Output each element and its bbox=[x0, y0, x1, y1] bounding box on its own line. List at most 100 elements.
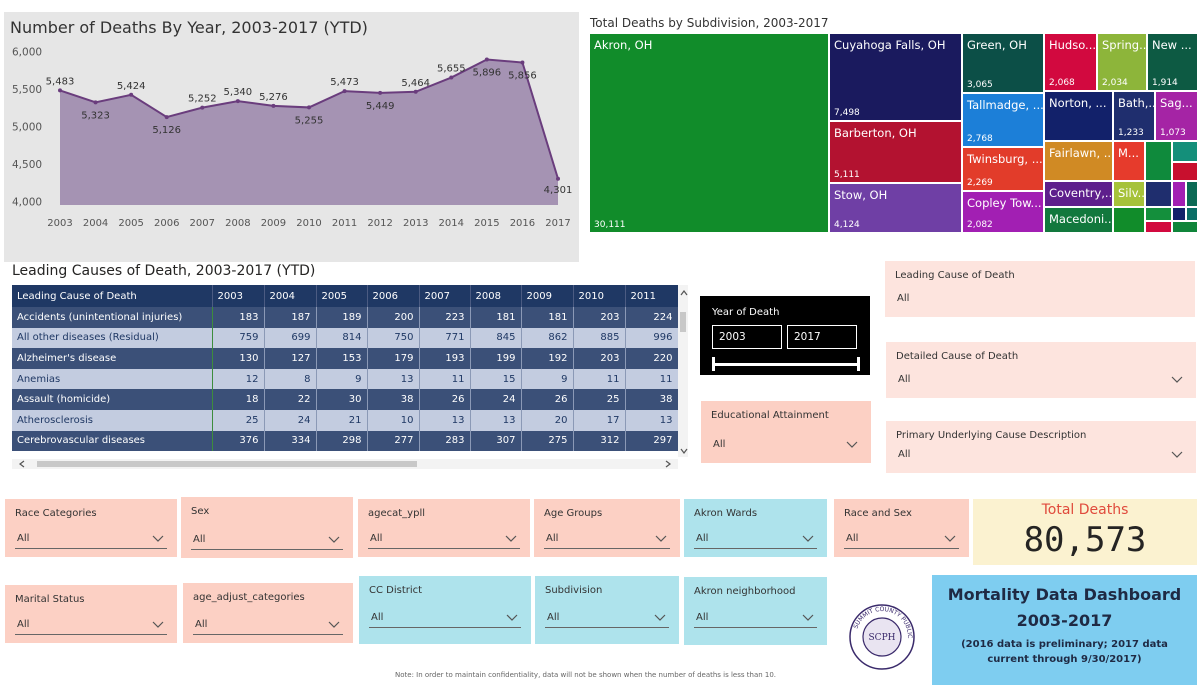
data-point[interactable] bbox=[413, 89, 418, 94]
vertical-scrollbar[interactable] bbox=[678, 285, 688, 457]
treemap-cell[interactable]: Norton, ... bbox=[1045, 92, 1112, 140]
primary-underlying-cause-dropdown[interactable]: All bbox=[896, 447, 1186, 465]
marital-status-slicer[interactable]: Marital Status All bbox=[5, 585, 177, 643]
column-header-year[interactable]: 2003 bbox=[212, 285, 265, 307]
age-adjust-categories-dropdown[interactable]: All bbox=[193, 617, 343, 635]
table-row[interactable]: Atherosclerosis 25 24 21 10 13 13 20 17 13 bbox=[12, 409, 679, 431]
treemap-cell[interactable]: Akron, OH 30,111 bbox=[590, 34, 828, 232]
treemap-cell[interactable]: Twinsburg, ... 2,269 bbox=[963, 148, 1043, 190]
treemap-cell[interactable]: New ... 1,914 bbox=[1148, 34, 1197, 90]
treemap-cell[interactable] bbox=[1146, 208, 1171, 220]
treemap-cell[interactable]: Fairlawn, ... bbox=[1045, 142, 1112, 180]
race-categories-dropdown[interactable]: All bbox=[15, 531, 167, 549]
treemap-cell[interactable]: Cuyahoga Falls, OH 7,498 bbox=[830, 34, 961, 120]
column-header-year[interactable]: 2008 bbox=[470, 285, 522, 307]
treemap-cell[interactable] bbox=[1173, 222, 1197, 232]
treemap-cell[interactable]: Hudso... 2,068 bbox=[1045, 34, 1096, 90]
treemap-cell[interactable] bbox=[1173, 142, 1197, 161]
column-header-year[interactable]: 2011 bbox=[625, 285, 679, 307]
treemap-cell[interactable] bbox=[1187, 208, 1197, 220]
treemap-cell[interactable] bbox=[1173, 182, 1185, 206]
data-point[interactable] bbox=[342, 89, 347, 94]
treemap-cell[interactable] bbox=[1173, 208, 1185, 220]
treemap-cell[interactable]: Coventry,... bbox=[1045, 182, 1112, 206]
akron-neighborhood-slicer[interactable]: Akron neighborhood All bbox=[684, 577, 827, 645]
data-point[interactable] bbox=[58, 88, 62, 93]
subdivision-dropdown[interactable]: All bbox=[545, 610, 669, 628]
data-point[interactable] bbox=[378, 90, 383, 95]
treemap-cell[interactable]: Tallmadge, ... 2,768 bbox=[963, 94, 1043, 146]
deaths-by-year-chart[interactable]: 6,000 5,500 5,000 4,500 4,000 5,483 2003 5,323 2… bbox=[0, 0, 590, 270]
treemap-cell[interactable] bbox=[1146, 222, 1171, 232]
sex-slicer[interactable]: Sex All bbox=[181, 497, 353, 558]
detailed-cause-dropdown[interactable]: All bbox=[896, 372, 1186, 390]
year-end-input[interactable]: 2017 bbox=[787, 325, 857, 349]
chevron-left-icon[interactable] bbox=[18, 460, 26, 468]
data-point[interactable] bbox=[93, 100, 98, 105]
akron-wards-dropdown[interactable]: All bbox=[694, 531, 817, 549]
age-adjust-categories-slicer[interactable]: age_adjust_categories All bbox=[183, 583, 353, 643]
year-of-death-slicer[interactable]: Year of Death 2003 2017 bbox=[700, 296, 870, 375]
treemap-cell[interactable]: Stow, OH 4,124 bbox=[830, 184, 961, 232]
race-categories-slicer[interactable]: Race Categories All bbox=[5, 499, 177, 557]
treemap-cell[interactable]: Spring... 2,034 bbox=[1098, 34, 1146, 90]
data-point[interactable] bbox=[449, 75, 454, 80]
subdivision-treemap[interactable]: Akron, OH 30,111 Cuyahoga Falls, OH 7,498 Ba… bbox=[590, 34, 1197, 232]
data-point[interactable] bbox=[271, 103, 276, 108]
data-point[interactable] bbox=[520, 60, 525, 65]
column-header-year[interactable]: 2006 bbox=[367, 285, 420, 307]
column-header-year[interactable]: 2007 bbox=[419, 285, 471, 307]
data-point[interactable] bbox=[200, 105, 205, 110]
treemap-cell[interactable]: Silv... bbox=[1114, 182, 1144, 206]
column-header-cause[interactable]: Leading Cause of Death bbox=[12, 285, 213, 307]
data-point[interactable] bbox=[129, 92, 134, 97]
treemap-cell[interactable] bbox=[1146, 142, 1171, 180]
chevron-up-icon[interactable] bbox=[680, 289, 688, 297]
data-point[interactable] bbox=[235, 99, 240, 104]
column-header-year[interactable]: 2009 bbox=[521, 285, 574, 307]
leading-cause-slicer[interactable]: Leading Cause of Death All bbox=[885, 261, 1195, 317]
educational-attainment-dropdown[interactable]: All bbox=[711, 437, 861, 455]
year-slider-track[interactable] bbox=[713, 363, 859, 366]
table-row[interactable]: Assault (homicide) 18 22 30 38 26 24 26 25 38 bbox=[12, 389, 679, 410]
treemap-cell[interactable] bbox=[1146, 182, 1171, 206]
chevron-down-icon[interactable] bbox=[680, 447, 688, 455]
educational-attainment-slicer[interactable]: Educational Attainment All bbox=[701, 401, 871, 463]
treemap-cell[interactable]: Macedoni... bbox=[1045, 208, 1112, 232]
race-and-sex-slicer[interactable]: Race and Sex All bbox=[834, 499, 969, 557]
causes-table[interactable]: Leading Cause of Death 2003 2004 2005 2006 20… bbox=[12, 285, 690, 471]
year-slider-start-handle[interactable] bbox=[712, 357, 715, 371]
treemap-cell[interactable]: Bath,... 1,233 bbox=[1114, 92, 1154, 140]
age-groups-dropdown[interactable]: All bbox=[544, 531, 670, 549]
chevron-right-icon[interactable] bbox=[664, 460, 672, 468]
table-row[interactable]: Alzheimer's disease 130 127 153 179 193 199 192… bbox=[12, 348, 679, 369]
akron-neighborhood-dropdown[interactable]: All bbox=[694, 610, 817, 628]
treemap-cell[interactable]: Copley Tow... 2,082 bbox=[963, 192, 1043, 232]
cc-district-slicer[interactable]: CC District All bbox=[359, 576, 531, 644]
subdivision-slicer[interactable]: Subdivision All bbox=[535, 576, 679, 644]
treemap-cell[interactable]: Green, OH 3,065 bbox=[963, 34, 1043, 92]
agecat-ypll-slicer[interactable]: agecat_ypll All bbox=[358, 499, 530, 557]
cc-district-dropdown[interactable]: All bbox=[369, 610, 521, 628]
treemap-cell[interactable]: Sag... 1,073 bbox=[1156, 92, 1197, 140]
detailed-cause-slicer[interactable]: Detailed Cause of Death All bbox=[886, 342, 1196, 398]
table-row[interactable]: Cerebrovascular diseases 376 334 298 277 283 3… bbox=[12, 430, 679, 452]
data-point[interactable] bbox=[556, 176, 560, 181]
primary-underlying-cause-slicer[interactable]: Primary Underlying Cause Description All bbox=[886, 421, 1196, 473]
column-header-year[interactable]: 2005 bbox=[316, 285, 368, 307]
year-start-input[interactable]: 2003 bbox=[712, 325, 782, 349]
table-row[interactable]: Accidents (unintentional injuries) 183 187… bbox=[12, 307, 679, 328]
table-row[interactable]: All other diseases (Residual) 759 699 814 75… bbox=[12, 327, 679, 349]
treemap-cell[interactable]: M... bbox=[1114, 142, 1144, 180]
treemap-cell[interactable] bbox=[1187, 182, 1197, 206]
akron-wards-slicer[interactable]: Akron Wards All bbox=[684, 499, 827, 557]
age-groups-slicer[interactable]: Age Groups All bbox=[534, 499, 680, 557]
sex-dropdown[interactable]: All bbox=[191, 532, 343, 550]
treemap-cell[interactable] bbox=[1173, 163, 1197, 180]
vertical-scroll-thumb[interactable] bbox=[680, 312, 686, 332]
marital-status-dropdown[interactable]: All bbox=[15, 617, 167, 635]
leading-cause-dropdown[interactable]: All bbox=[895, 291, 1185, 309]
horizontal-scroll-thumb[interactable] bbox=[37, 461, 417, 467]
data-point[interactable] bbox=[164, 115, 169, 120]
table-row[interactable]: Anemias 12 8 9 13 11 15 9 11 11 bbox=[12, 368, 679, 390]
